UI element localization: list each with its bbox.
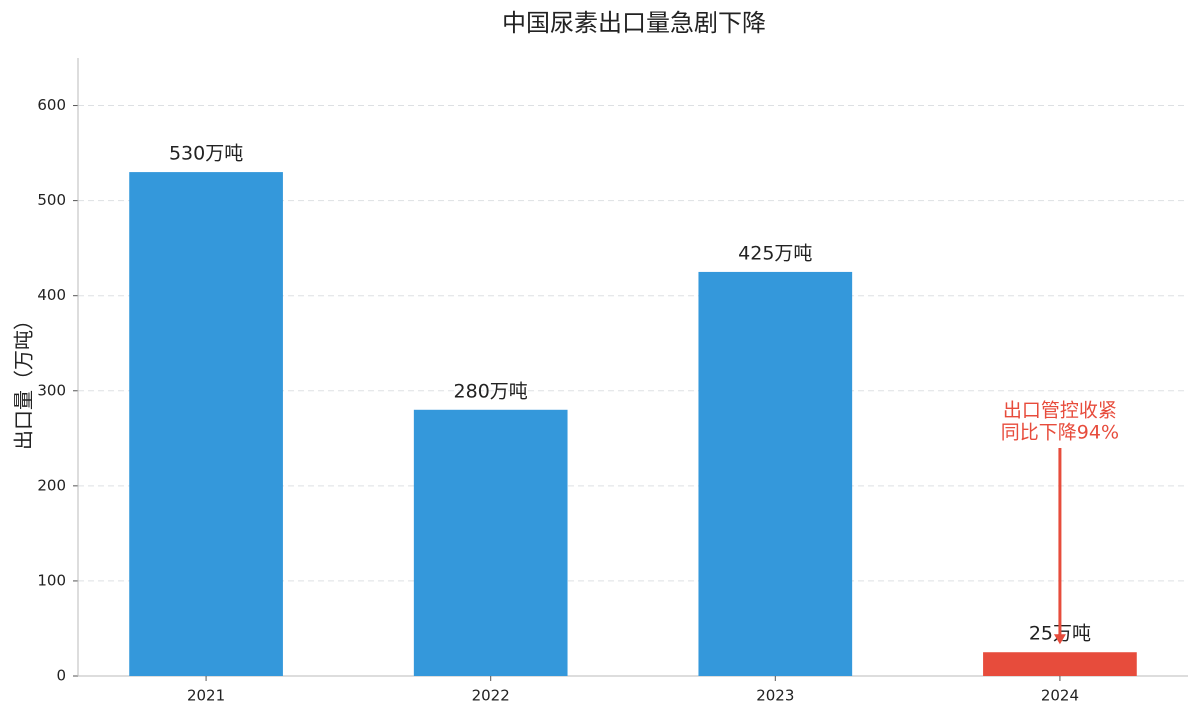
value-label: 425万吨 <box>738 242 812 264</box>
y-tick-label: 600 <box>37 96 66 114</box>
bar <box>698 271 853 676</box>
bar <box>129 172 283 677</box>
annotation-arrowhead <box>1053 634 1066 645</box>
annotation-text: 出口管控收紧 <box>1003 400 1117 422</box>
y-tick-label: 300 <box>37 381 66 399</box>
x-tick-label: 2021 <box>187 687 225 705</box>
bar <box>413 409 568 676</box>
y-tick-label: 500 <box>37 191 66 209</box>
bar <box>983 652 1137 676</box>
y-tick-label: 100 <box>37 571 66 589</box>
y-tick-label: 0 <box>56 667 66 685</box>
annotation-text: 同比下降94% <box>1001 422 1119 444</box>
x-tick-label: 2023 <box>756 687 794 705</box>
chart-title: 中国尿素出口量急剧下降 <box>502 9 766 37</box>
y-axis-label: 出口量（万吨） <box>12 310 36 450</box>
value-label: 530万吨 <box>169 143 243 165</box>
y-tick-label: 200 <box>37 476 66 494</box>
value-label: 280万吨 <box>454 380 528 402</box>
y-tick-label: 400 <box>37 286 66 304</box>
x-tick-label: 2024 <box>1041 687 1079 705</box>
x-tick-label: 2022 <box>472 687 510 705</box>
